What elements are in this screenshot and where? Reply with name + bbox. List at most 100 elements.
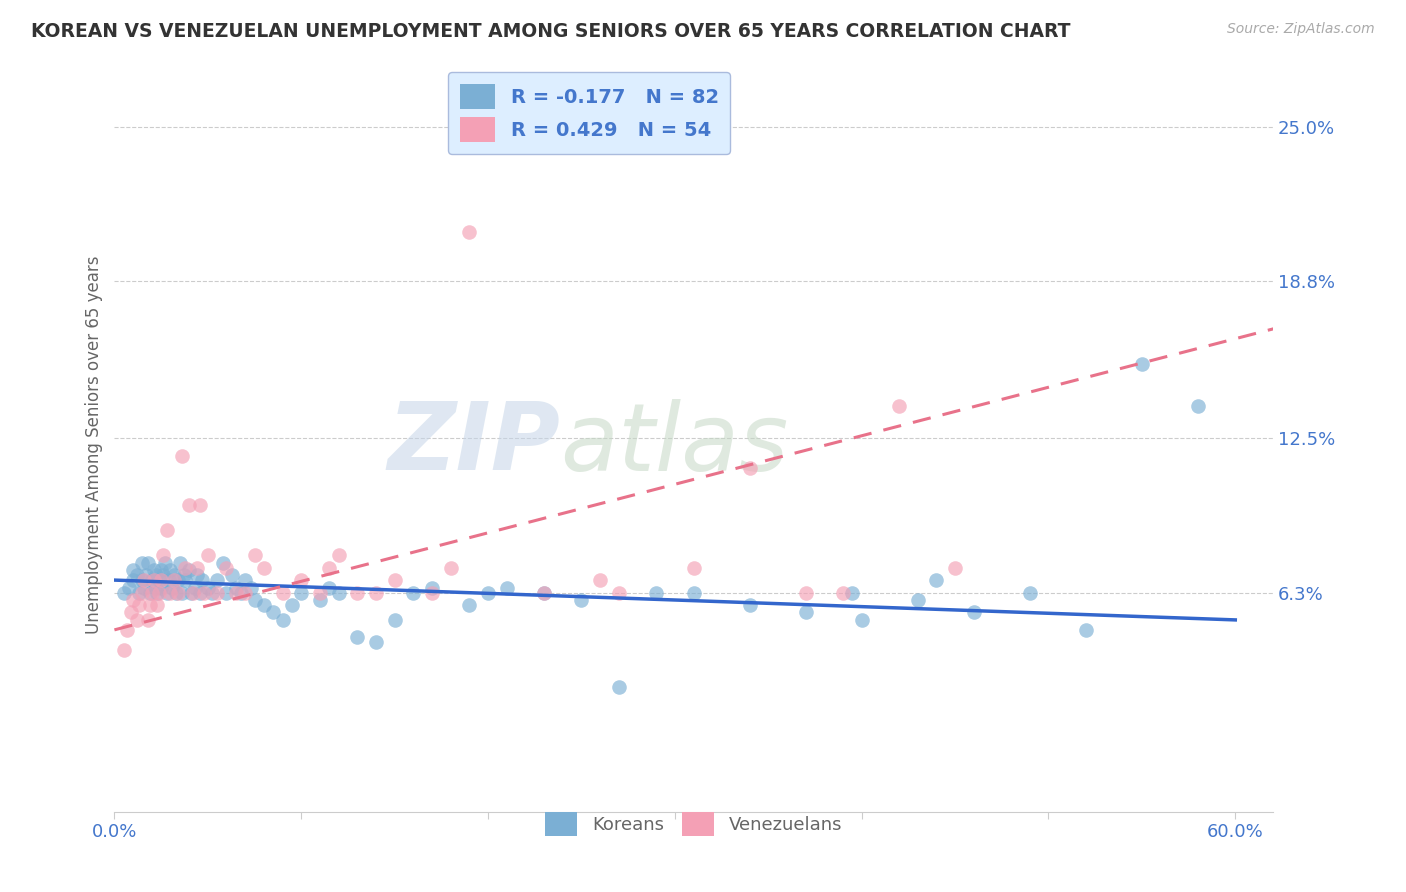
Point [346, 585, 368, 599]
Point [152, 568, 174, 582]
Point [128, 585, 150, 599]
Point [318, 560, 340, 574]
Point [682, 560, 704, 574]
Point [440, 560, 463, 574]
Point [943, 560, 966, 574]
Point [118, 581, 141, 595]
Point [963, 606, 986, 620]
Point [136, 613, 159, 627]
Point [141, 573, 163, 587]
Point [134, 573, 156, 587]
Point [328, 585, 350, 599]
Point [135, 568, 157, 582]
Point [142, 563, 165, 577]
Point [738, 598, 761, 612]
Point [159, 585, 181, 599]
Point [146, 598, 169, 612]
Point [191, 573, 214, 587]
Point [328, 548, 350, 562]
Point [146, 585, 169, 599]
Point [794, 585, 817, 599]
Point [318, 581, 340, 595]
Point [163, 568, 186, 582]
Point [157, 573, 180, 587]
Point [281, 598, 304, 612]
Point [1074, 623, 1097, 637]
Point [233, 573, 256, 587]
Point [607, 585, 630, 599]
Text: KOREAN VS VENEZUELAN UNEMPLOYMENT AMONG SENIORS OVER 65 YEARS CORRELATION CHART: KOREAN VS VENEZUELAN UNEMPLOYMENT AMONG … [31, 22, 1070, 41]
Point [402, 585, 425, 599]
Point [925, 573, 948, 587]
Point [156, 524, 179, 538]
Point [150, 563, 173, 577]
Point [233, 585, 256, 599]
Point [682, 585, 704, 599]
Point [346, 630, 368, 644]
Point [180, 585, 202, 599]
Point [125, 568, 148, 582]
Point [253, 560, 276, 574]
Point [309, 585, 332, 599]
Point [167, 585, 190, 599]
Text: ZIP: ZIP [388, 399, 561, 491]
Point [271, 613, 294, 627]
Point [794, 606, 817, 620]
Point [139, 598, 162, 612]
Point [112, 585, 135, 599]
Point [887, 399, 910, 413]
Point [533, 585, 555, 599]
Point [122, 593, 145, 607]
Point [384, 573, 406, 587]
Point [225, 585, 247, 599]
Point [193, 585, 215, 599]
Point [117, 623, 139, 637]
Point [179, 499, 201, 513]
Point [205, 585, 228, 599]
Point [589, 573, 612, 587]
Point [841, 585, 863, 599]
Point [152, 548, 174, 562]
Point [188, 499, 211, 513]
Point [148, 585, 170, 599]
Point [134, 581, 156, 595]
Point [851, 613, 873, 627]
Point [364, 585, 387, 599]
Point [188, 585, 211, 599]
Text: Source: ZipAtlas.com: Source: ZipAtlas.com [1227, 22, 1375, 37]
Point [1187, 399, 1209, 413]
Point [150, 581, 173, 595]
Point [122, 573, 145, 587]
Point [458, 225, 481, 239]
Y-axis label: Unemployment Among Seniors over 65 years: Unemployment Among Seniors over 65 years [86, 255, 103, 633]
Point [162, 581, 184, 595]
Point [197, 581, 219, 595]
Point [1018, 585, 1040, 599]
Point [495, 581, 517, 595]
Point [131, 573, 153, 587]
Point [120, 606, 142, 620]
Point [262, 606, 284, 620]
Point [186, 560, 208, 574]
Point [215, 585, 238, 599]
Point [186, 568, 208, 582]
Point [169, 556, 191, 570]
Point [221, 568, 243, 582]
Point [907, 593, 929, 607]
Point [156, 585, 179, 599]
Point [571, 593, 593, 607]
Point [184, 581, 207, 595]
Point [477, 585, 499, 599]
Point [125, 613, 148, 627]
Point [420, 585, 443, 599]
Point [290, 573, 312, 587]
Point [384, 613, 406, 627]
Point [271, 585, 294, 599]
Point [533, 585, 555, 599]
Point [200, 585, 222, 599]
Point [738, 461, 761, 475]
Point [458, 598, 481, 612]
Point [231, 585, 253, 599]
Point [141, 585, 163, 599]
Point [1130, 357, 1153, 371]
